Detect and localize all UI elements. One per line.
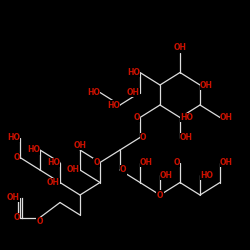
Text: HO: HO (47, 158, 60, 167)
Text: OH: OH (67, 166, 80, 174)
Text: HO: HO (200, 170, 213, 179)
Text: HO: HO (127, 68, 140, 77)
Text: OH: OH (174, 44, 186, 52)
Text: HO: HO (180, 113, 193, 122)
Text: OH: OH (47, 178, 60, 187)
Text: O: O (94, 158, 100, 167)
Text: HO: HO (27, 146, 40, 154)
Text: OH: OH (180, 133, 193, 142)
Text: O: O (120, 166, 126, 174)
Text: OH: OH (127, 88, 140, 97)
Text: O: O (174, 158, 180, 167)
Text: HO: HO (7, 133, 20, 142)
Text: O: O (140, 133, 146, 142)
Text: OH: OH (220, 113, 233, 122)
Text: O: O (14, 153, 20, 162)
Text: OH: OH (220, 158, 233, 167)
Text: O: O (157, 190, 163, 200)
Text: O: O (14, 213, 20, 222)
Text: OH: OH (160, 170, 173, 179)
Text: OH: OH (140, 158, 153, 167)
Text: O: O (134, 113, 140, 122)
Text: OH: OH (74, 141, 86, 150)
Text: O: O (37, 218, 43, 226)
Text: OH: OH (7, 193, 20, 202)
Text: HO: HO (87, 88, 100, 97)
Text: HO: HO (107, 100, 120, 110)
Text: OH: OH (200, 80, 213, 90)
